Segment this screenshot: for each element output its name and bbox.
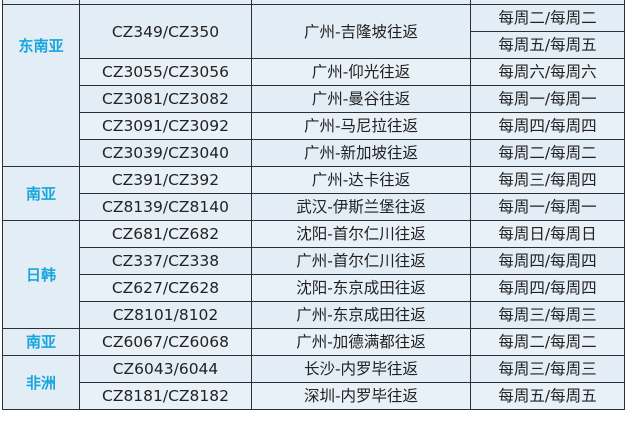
route-cell: 广州-马尼拉往返 bbox=[251, 112, 471, 140]
route-cell: 广州-达卡往返 bbox=[251, 166, 471, 194]
flight-number-cell: CZ3091/CZ3092 bbox=[79, 112, 252, 140]
table-row: 日韩 CZ681/CZ682 沈阳-首尔仁川往返 每周日/每周日 bbox=[2, 220, 625, 329]
route-cell: 广州-加德满都往返 bbox=[251, 328, 471, 356]
flight-number-cell: CZ681/CZ682 bbox=[79, 220, 252, 248]
table-row: CZ8139/CZ8140 武汉-伊斯兰堡往返 每周一/每周一 bbox=[3, 193, 625, 221]
schedule-days-cell: 每周五/每周五 bbox=[470, 382, 625, 410]
schedule-days-cell: 每周二/每周二 bbox=[470, 4, 625, 32]
flight-number-cell: CZ8139/CZ8140 bbox=[79, 193, 252, 221]
table-row: CZ3039/CZ3040 广州-新加坡往返 每周二/每周二 bbox=[3, 139, 625, 167]
route-cell: 广州-吉隆坡往返 bbox=[251, 4, 471, 59]
region-cell: 非洲 bbox=[2, 355, 80, 410]
flight-number-cell: CZ349/CZ350 bbox=[79, 4, 252, 59]
region-cell: 南亚 bbox=[2, 166, 80, 221]
table-row: CZ627/CZ628 沈阳-东京成田往返 每周四/每周四 bbox=[3, 274, 625, 302]
table-row: 南亚 CZ391/CZ392 广州-达卡往返 每周三/每周四 bbox=[2, 166, 625, 221]
flight-number-cell: CZ3055/CZ3056 bbox=[79, 58, 252, 86]
region-cell: 南亚 bbox=[2, 328, 80, 356]
route-cell: 深圳-内罗毕往返 bbox=[251, 382, 471, 410]
schedule-days-cell: 每周五/每周五 bbox=[470, 31, 625, 59]
table-row: 非洲 CZ6043/6044 长沙-内罗毕往返 每周三/每周三 bbox=[2, 355, 625, 410]
table-row: CZ3081/CZ3082 广州-曼谷往返 每周一/每周一 bbox=[3, 85, 625, 113]
table-row: 南亚 CZ6067/CZ6068 广州-加德满都往返 每周二/每周二 bbox=[2, 328, 625, 356]
route-cell: 广州-东京成田往返 bbox=[251, 301, 471, 329]
schedule-days-cell: 每周四/每周四 bbox=[470, 274, 625, 302]
flight-number-cell: CZ391/CZ392 bbox=[79, 166, 252, 194]
route-cell: 长沙-内罗毕往返 bbox=[251, 355, 471, 383]
route-cell: 广州-仰光往返 bbox=[251, 58, 471, 86]
route-cell: 广州-新加坡往返 bbox=[251, 139, 471, 167]
schedule-days-cell: 每周一/每周一 bbox=[470, 85, 625, 113]
flight-number-cell: CZ8181/CZ8182 bbox=[79, 382, 252, 410]
schedule-days-cell: 每周三/每周三 bbox=[470, 355, 625, 383]
flight-number-cell: CZ337/CZ338 bbox=[79, 247, 252, 275]
schedule-days-cell: 每周日/每周日 bbox=[470, 220, 625, 248]
flight-number-cell: CZ6043/6044 bbox=[79, 355, 252, 383]
flight-number-cell: CZ3039/CZ3040 bbox=[79, 139, 252, 167]
schedule-days-cell: 每周三/每周三 bbox=[470, 301, 625, 329]
table-row: CZ3091/CZ3092 广州-马尼拉往返 每周四/每周四 bbox=[3, 112, 625, 140]
route-cell: 沈阳-首尔仁川往返 bbox=[251, 220, 471, 248]
route-cell: 武汉-伊斯兰堡往返 bbox=[251, 193, 471, 221]
flight-number-cell: CZ627/CZ628 bbox=[79, 274, 252, 302]
schedule-days-cell: 每周一/每周一 bbox=[470, 193, 625, 221]
flight-schedule-table: 东南亚 CZ349/CZ350 广州-吉隆坡往返 每周二/每周二 每周五/每周五 CZ30… bbox=[2, 0, 625, 410]
table-row: CZ8101/8102 广州-东京成田往返 每周三/每周三 bbox=[3, 301, 625, 329]
table-row: CZ337/CZ338 广州-首尔仁川往返 每周四/每周四 bbox=[3, 247, 625, 275]
flight-number-cell: CZ3081/CZ3082 bbox=[79, 85, 252, 113]
flight-number-cell: CZ6067/CZ6068 bbox=[79, 328, 252, 356]
route-cell: 广州-首尔仁川往返 bbox=[251, 247, 471, 275]
table-row: CZ3055/CZ3056 广州-仰光往返 每周六/每周六 bbox=[3, 58, 625, 86]
schedule-days-cell: 每周三/每周四 bbox=[470, 166, 625, 194]
flight-number-cell: CZ8101/8102 bbox=[79, 301, 252, 329]
schedule-days-cell: 每周二/每周二 bbox=[470, 328, 625, 356]
schedule-days-cell: 每周六/每周六 bbox=[470, 58, 625, 86]
schedule-days-cell: 每周四/每周四 bbox=[470, 112, 625, 140]
region-cell: 东南亚 bbox=[2, 4, 80, 167]
table-row: CZ8181/CZ8182 深圳-内罗毕往返 每周五/每周五 bbox=[3, 382, 625, 410]
route-cell: 沈阳-东京成田往返 bbox=[251, 274, 471, 302]
region-cell: 日韩 bbox=[2, 220, 80, 329]
route-cell: 广州-曼谷往返 bbox=[251, 85, 471, 113]
table-row: 东南亚 CZ349/CZ350 广州-吉隆坡往返 每周二/每周二 bbox=[2, 4, 625, 167]
schedule-days-cell: 每周二/每周二 bbox=[470, 139, 625, 167]
schedule-days-cell: 每周四/每周四 bbox=[470, 247, 625, 275]
